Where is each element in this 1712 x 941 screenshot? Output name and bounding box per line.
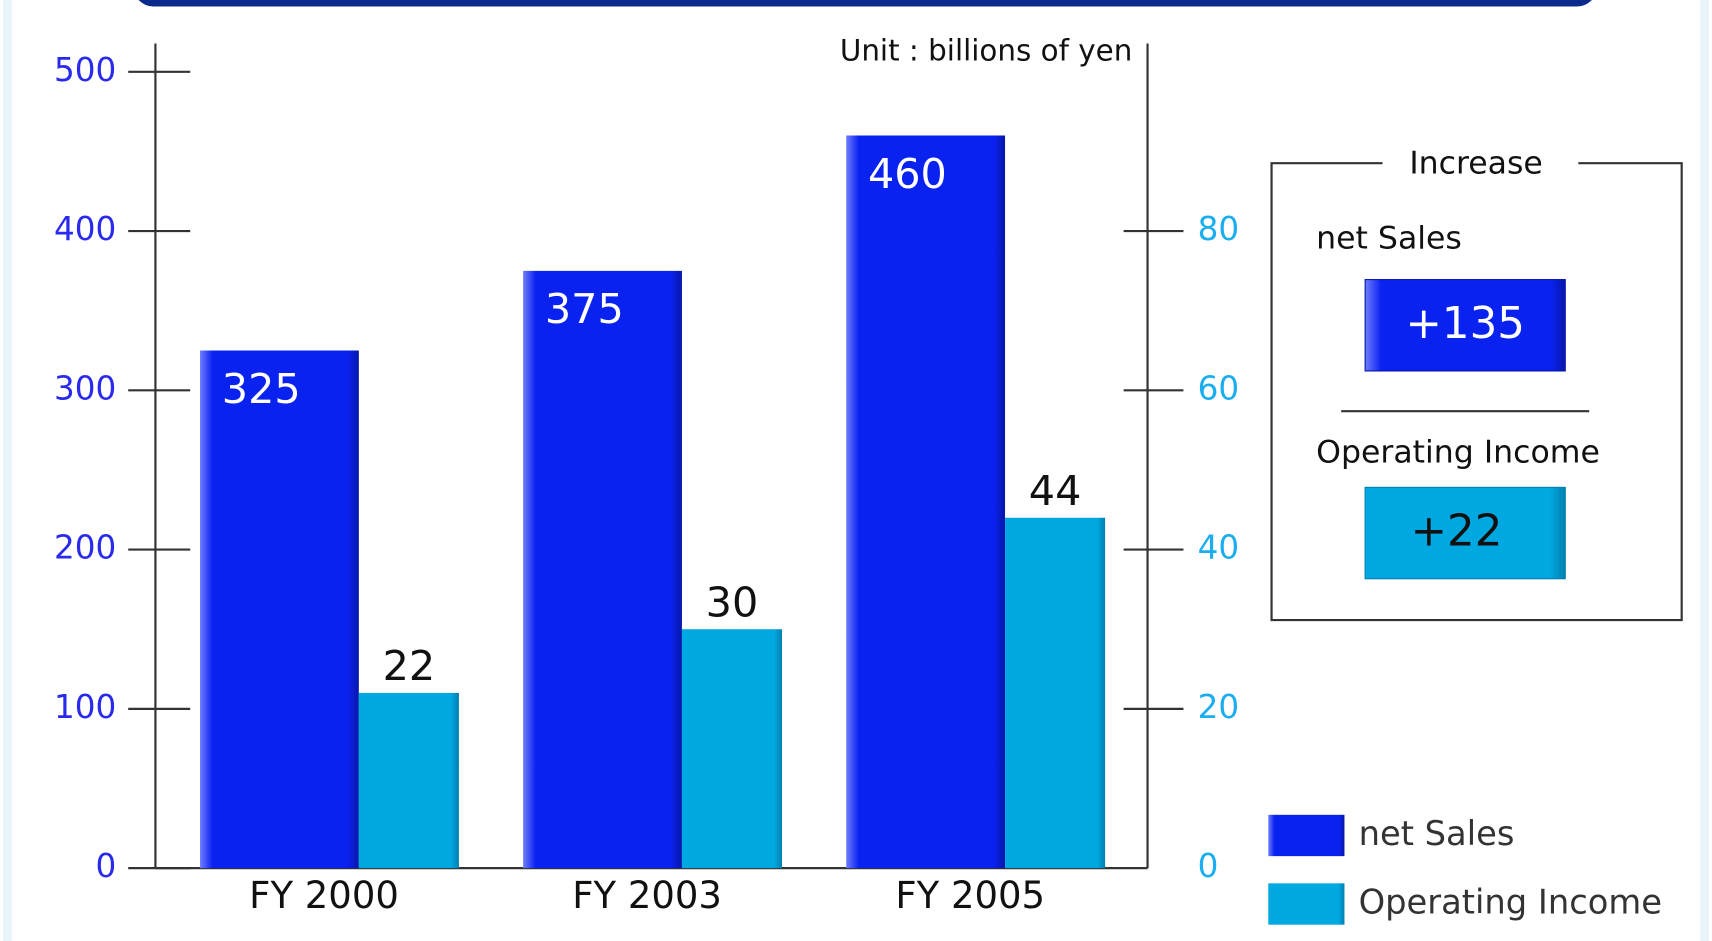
y2-tick-label: 60: [1198, 369, 1240, 407]
y-tick-label: 0: [95, 847, 116, 885]
y-tick-label: 400: [54, 210, 116, 248]
box-label: net Sales: [1316, 220, 1462, 256]
bar: [358, 692, 459, 869]
y-tick-label: 100: [54, 688, 116, 726]
increase-box: Increase net Sales +135 Operating Income…: [1270, 145, 1683, 622]
box-chip: [1364, 486, 1566, 580]
bar: [523, 270, 682, 869]
x-tick-label: FY 2005: [895, 874, 1045, 917]
y2-tick-label: 20: [1198, 688, 1240, 726]
bar: [846, 135, 1006, 869]
value-label: 460: [868, 150, 947, 198]
box-value: +135: [1405, 299, 1524, 349]
legend-label: net Sales: [1359, 814, 1515, 853]
y-tick-label: 300: [54, 369, 116, 407]
bar: [200, 350, 359, 869]
value-label: 325: [222, 365, 301, 413]
x-tick-label: FY 2000: [249, 874, 399, 917]
box-border: [1270, 162, 1683, 622]
x-tick-label: FY 2003: [572, 874, 722, 917]
y2-tick-label: 80: [1198, 210, 1240, 248]
bar: [681, 629, 783, 869]
value-label: 375: [545, 285, 624, 333]
y2-tick-label: 40: [1198, 529, 1240, 567]
legend-swatch: [1268, 814, 1345, 857]
unit-note: Unit : billions of yen: [840, 34, 1132, 68]
header-band: [138, 0, 1592, 7]
bar: [1005, 517, 1106, 869]
box-title: Increase: [1409, 145, 1542, 181]
value-label: 44: [1029, 467, 1082, 515]
legend-swatch: [1268, 883, 1345, 925]
box-label: Operating Income: [1316, 435, 1600, 471]
legend-label: Operating Income: [1359, 883, 1662, 922]
y-tick-label: 200: [54, 529, 116, 567]
y2-tick-label: 0: [1198, 847, 1219, 885]
box-value: +22: [1411, 507, 1503, 557]
y-tick-label: 500: [54, 51, 116, 89]
value-label: 22: [383, 642, 436, 690]
value-label: 30: [706, 578, 759, 626]
box-chip: [1364, 279, 1566, 372]
